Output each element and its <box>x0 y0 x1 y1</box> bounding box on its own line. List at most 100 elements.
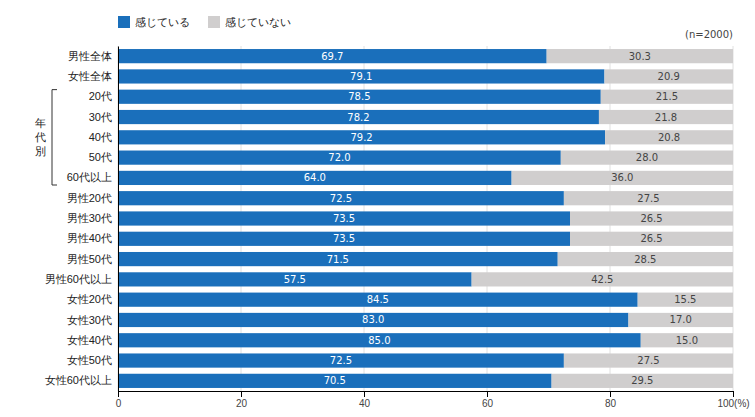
y-axis: 男性全体女性全体20代30代40代50代60代以上男性20代男性30代男性40代… <box>45 47 119 392</box>
data-label: 21.8 <box>655 112 677 123</box>
y-tick-label: 男性全体 <box>68 50 112 62</box>
y-tick: 女性20代 <box>67 293 118 305</box>
x-tick-label: 0 <box>116 398 122 409</box>
bar <box>118 232 570 246</box>
data-label: 72.5 <box>330 193 352 204</box>
y-tick-label: 女性50代 <box>67 354 112 366</box>
x-tick-label: 60 <box>482 398 494 409</box>
bar <box>118 313 628 327</box>
x-tick: 40 <box>359 391 371 409</box>
data-label: 79.1 <box>350 71 372 82</box>
y-tick-label: 男性50代 <box>67 253 112 265</box>
y-tick-label: 男性30代 <box>67 212 112 224</box>
x-tick: 0 <box>116 391 122 409</box>
y-tick-label: 50代 <box>89 151 112 163</box>
y-tick: 男性30代 <box>67 212 118 224</box>
data-label: 57.5 <box>284 274 306 285</box>
bar <box>118 333 641 347</box>
data-label: 15.0 <box>676 335 698 346</box>
series <box>472 49 733 388</box>
x-tick-mark <box>118 391 119 397</box>
bar <box>638 293 733 307</box>
data-label: 28.0 <box>636 152 658 163</box>
grid <box>118 46 733 391</box>
data-labels: 69.779.178.578.279.272.064.072.573.573.5… <box>284 51 698 387</box>
bar <box>570 232 733 246</box>
legend-label: 感じている <box>135 16 190 29</box>
bar <box>118 69 604 83</box>
legend-item: 感じている <box>118 16 190 29</box>
y-tick: 女性60代以上 <box>45 374 118 386</box>
data-label: 73.5 <box>333 233 355 244</box>
annotation: 年代別 <box>34 117 46 158</box>
bar <box>118 272 472 286</box>
y-tick: 女性30代 <box>67 313 118 325</box>
data-label: 21.5 <box>656 91 678 102</box>
x-tick-mark <box>487 391 488 397</box>
x-tick-label: 80 <box>605 398 617 409</box>
y-tick: 50代 <box>89 151 118 163</box>
y-tick-label: 男性20代 <box>67 192 112 204</box>
plot: 69.779.178.578.279.272.064.072.573.573.5… <box>34 46 750 409</box>
x-tick-mark <box>241 391 242 397</box>
y-tick: 女性50代 <box>67 354 118 366</box>
x-tick-mark <box>733 391 734 397</box>
bar <box>118 252 558 266</box>
y-tick-label: 女性40代 <box>67 334 112 346</box>
y-tick-label: 女性全体 <box>68 70 112 82</box>
bar <box>604 69 733 83</box>
y-tick: 男性50代 <box>67 253 118 265</box>
bar <box>118 130 605 144</box>
data-label: 73.5 <box>333 213 355 224</box>
legend-swatch <box>118 16 130 28</box>
legend-swatch <box>208 16 220 28</box>
data-label: 26.5 <box>640 213 662 224</box>
data-label: 28.5 <box>634 254 656 265</box>
bar <box>552 374 733 388</box>
data-label: 42.5 <box>591 274 613 285</box>
bar <box>564 353 733 367</box>
bar <box>564 191 733 205</box>
chart: 69.779.178.578.279.272.064.072.573.573.5… <box>0 0 755 417</box>
bar <box>118 293 638 307</box>
data-label: 78.2 <box>347 112 369 123</box>
data-label: 70.5 <box>324 375 346 386</box>
bar <box>118 151 561 165</box>
legend-item: 感じていない <box>208 16 291 29</box>
bar <box>641 333 733 347</box>
data-label: 83.0 <box>362 314 384 325</box>
bar <box>599 110 733 124</box>
x-tick: 20 <box>236 391 248 409</box>
data-label: 30.3 <box>629 51 651 62</box>
y-tick-label: 女性30代 <box>67 313 112 325</box>
x-axis-line <box>119 392 734 398</box>
y-tick: 男性60代以上 <box>45 273 118 285</box>
bar <box>118 211 570 225</box>
y-axis-line <box>118 47 119 392</box>
x-tick-label: 100(%) <box>717 398 749 409</box>
bracket <box>52 90 57 185</box>
data-label: 78.5 <box>348 91 370 102</box>
x-tick: 100(%) <box>717 391 749 409</box>
bar <box>118 110 599 124</box>
x-tick-label: 40 <box>359 398 371 409</box>
x-tick: 60 <box>482 391 494 409</box>
grid-line <box>118 46 119 391</box>
bracket-line <box>52 90 57 185</box>
y-tick: 女性全体 <box>68 70 118 82</box>
bar <box>601 90 733 104</box>
bar <box>118 171 512 185</box>
data-label: 79.2 <box>350 132 372 143</box>
bar <box>118 353 564 367</box>
data-label: 85.0 <box>368 335 390 346</box>
y-tick-label: 女性60代以上 <box>45 374 112 386</box>
y-tick-label: 30代 <box>89 111 112 123</box>
bar <box>558 252 733 266</box>
data-label: 84.5 <box>367 294 389 305</box>
legend-label: 感じていない <box>225 16 291 29</box>
data-label: 29.5 <box>631 375 653 386</box>
data-label: 36.0 <box>611 172 633 183</box>
data-label: 27.5 <box>637 355 659 366</box>
bar <box>570 211 733 225</box>
bars <box>118 49 733 388</box>
